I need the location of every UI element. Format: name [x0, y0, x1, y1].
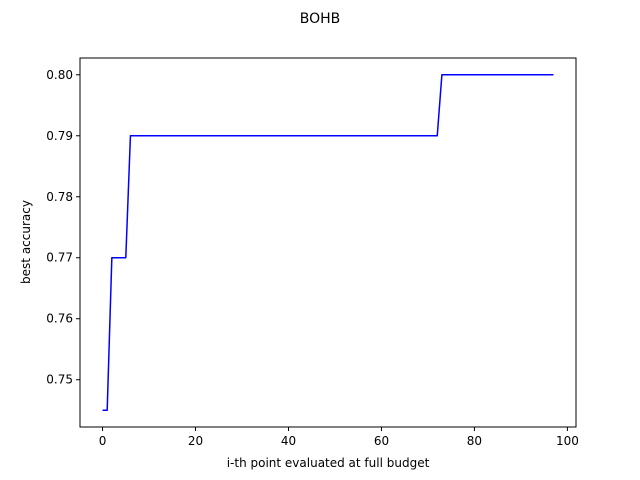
y-tick-label: 0.75	[46, 373, 73, 387]
x-tick-label: 0	[99, 434, 107, 448]
x-axis-label: i-th point evaluated at full budget	[227, 456, 430, 470]
y-tick-label: 0.77	[46, 251, 73, 265]
x-tick-label: 100	[556, 434, 579, 448]
x-tick-label: 20	[188, 434, 203, 448]
y-tick-label: 0.78	[46, 190, 73, 204]
y-tick-label: 0.80	[46, 68, 73, 82]
series-line-0	[102, 74, 554, 411]
plot-area	[102, 74, 554, 411]
y-axis: 0.75 0.76 0.77 0.78 0.79 0.80	[46, 68, 80, 387]
y-tick-label: 0.79	[46, 129, 73, 143]
axes-frame	[79, 57, 577, 428]
y-axis-label: best accuracy	[19, 200, 33, 284]
x-tick-label: 40	[281, 434, 296, 448]
x-tick-label: 60	[374, 434, 389, 448]
x-axis: 0 20 40 60 80 100	[99, 427, 579, 448]
chart-title: BOHB	[300, 11, 341, 27]
y-tick-label: 0.76	[46, 312, 73, 326]
x-tick-label: 80	[467, 434, 482, 448]
